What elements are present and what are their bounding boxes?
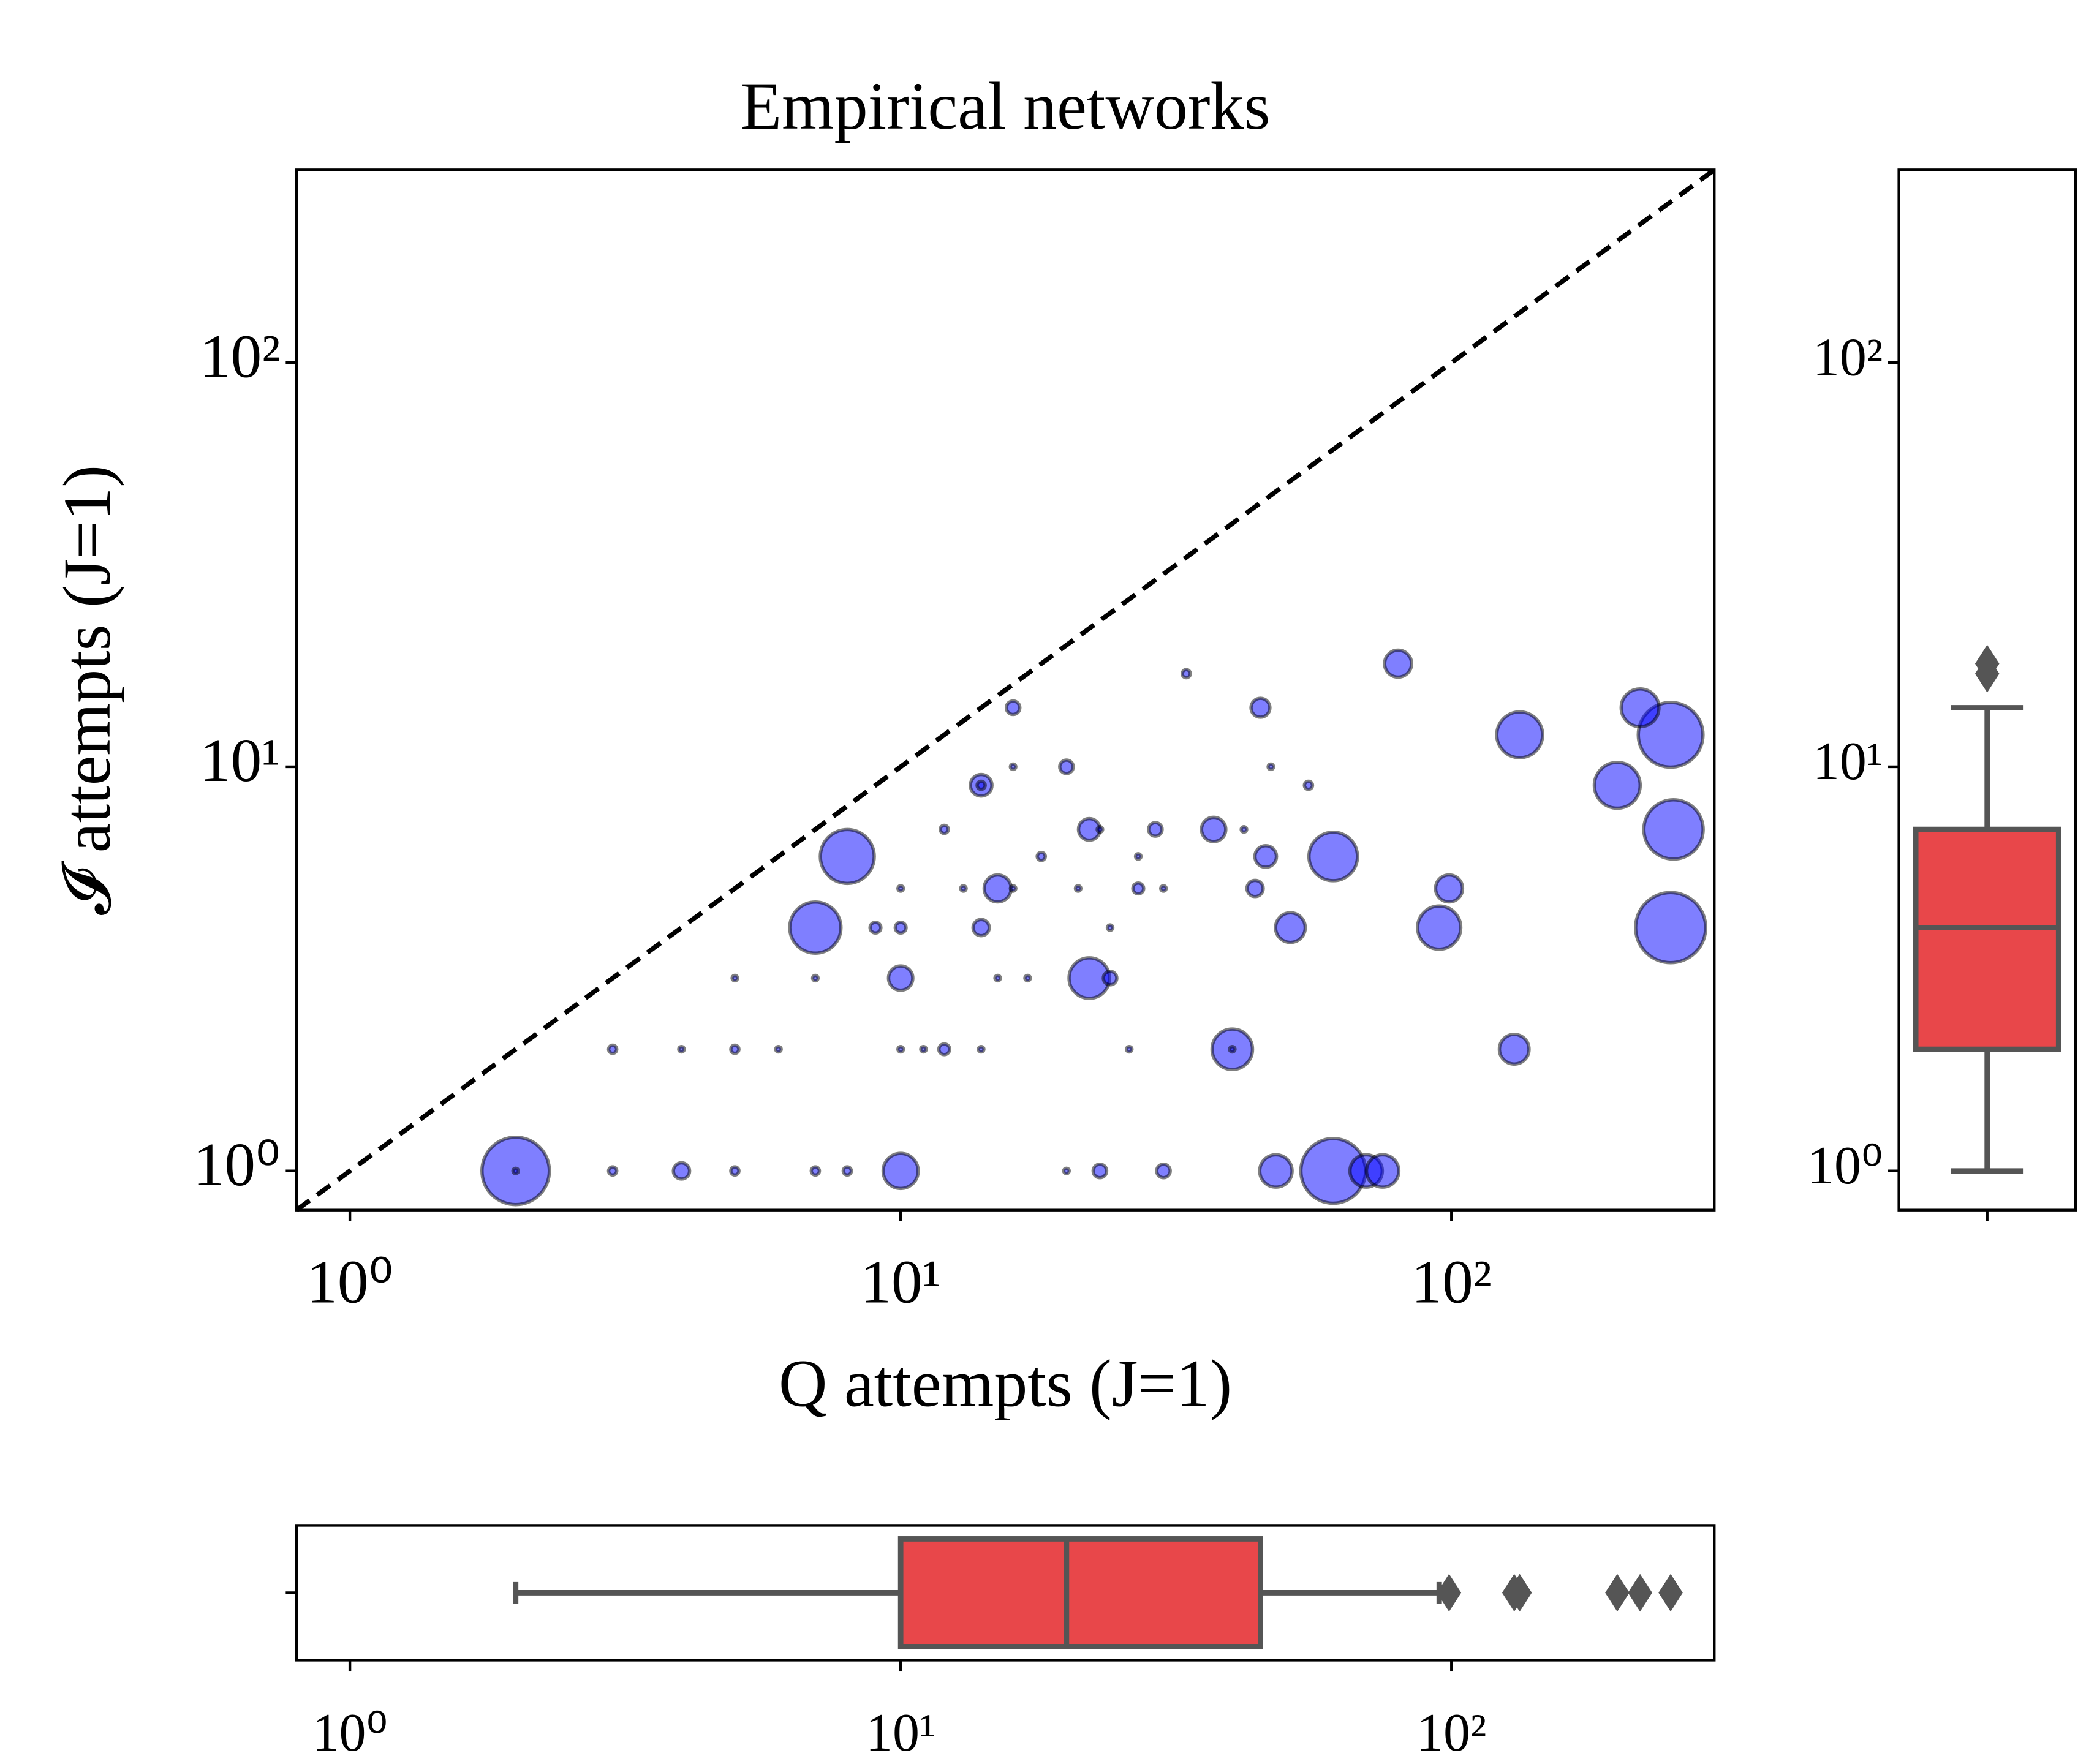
scatter-point [788,900,843,956]
scatter-point [1095,824,1105,834]
x-tick-label: 10² [1416,1703,1486,1763]
x-tick-label: 10¹ [860,1247,941,1316]
scatter-point [1364,1153,1401,1189]
y-tick-label: 10¹ [200,726,281,794]
scatter-point [1245,878,1265,899]
scatter-point [1181,668,1192,680]
flier [1437,1574,1462,1612]
scatter-point [1200,815,1228,843]
y-tick-label: 10² [200,322,281,390]
scatter-point [993,973,1002,983]
scatter-point [1133,852,1143,861]
scatter-point [841,1165,853,1177]
scatter-point [729,1043,741,1055]
scatter-point [1159,884,1168,893]
scatter-point [975,779,987,791]
scatter-point [893,920,908,935]
scatter-point [896,884,905,893]
box [1913,826,2061,1052]
flier [1628,1574,1652,1612]
scatter-point [1073,884,1083,893]
scatter-point [1125,1044,1134,1054]
scatter-point [1058,758,1075,775]
scatter-point [1383,648,1413,679]
scatter-point [1592,760,1642,810]
scatter-point [971,918,991,938]
x-tick-label: 10⁰ [306,1247,393,1316]
scatter-point [818,827,876,886]
y-tick-label: 10⁰ [194,1130,281,1199]
scatter-point [868,920,883,935]
scatter-point [1497,1033,1531,1066]
scatter-point [1266,762,1275,772]
scatter-point [774,1044,783,1054]
scatter-point [1258,1153,1294,1189]
scatter-point [896,1044,905,1054]
scatter-point [1023,973,1032,983]
x-tick-label: 10² [1411,1247,1492,1316]
scatter-point [677,1044,686,1054]
scatter-point [939,823,950,835]
scatter-point [1101,970,1119,987]
scatter-point [810,973,820,983]
scatter-point [606,1165,619,1177]
scatter-point [1008,762,1018,772]
plot-frame [295,168,1716,1212]
scatter-point [1155,1162,1172,1180]
scatter-point [881,1152,920,1191]
scatter-point [1004,699,1022,717]
scatter-point [886,964,915,992]
scatter-point [1302,779,1315,791]
scatter-point [982,873,1013,904]
scatter-point [1642,798,1705,861]
scatter-point [1495,710,1544,760]
scatter-point [1228,1044,1237,1054]
scatter-point [1249,696,1272,719]
x-tick-label: 10⁰ [312,1703,387,1763]
box [897,1536,1263,1649]
scatter-point [977,1044,986,1054]
flier [1974,644,2000,683]
scatter-point [1619,687,1661,729]
scatter-point [937,1042,951,1057]
flier [1507,1574,1532,1612]
scatter-point [1008,884,1018,893]
scatter-point [1105,923,1115,932]
scatter-point [1434,873,1465,904]
scatter-point [1091,1162,1109,1180]
chart-title: Empirical networks [741,69,1270,143]
scatter-point [1131,881,1146,896]
scatter-point [1062,1166,1071,1175]
scatter-point [671,1161,692,1181]
flier [1658,1574,1683,1612]
y-tick-label: 10² [1813,328,1883,387]
y-tick-label: 10⁰ [1807,1136,1883,1196]
scatter-point [511,1166,520,1175]
x-tick-label: 10¹ [866,1703,935,1763]
scatter-point [1634,891,1707,965]
scatter-point [809,1165,822,1177]
flier [1605,1574,1630,1612]
scatter-point [1416,904,1463,951]
scatter-point [729,1165,741,1177]
diagonal-line [295,168,1716,1212]
scatter-point [606,1043,619,1055]
scatter-point [1253,843,1279,869]
scatter-point [1307,830,1359,883]
scatter-point [730,973,739,983]
scatter-point [1035,850,1048,862]
scatter-point [1239,824,1249,834]
scatter-point [1274,911,1307,944]
y-axis-label: 𝓘 attempts (J=1) [50,465,124,915]
y-tick-label: 10¹ [1813,732,1883,791]
scatter-point [919,1044,928,1054]
x-axis-label: Q attempts (J=1) [779,1346,1232,1421]
scatter-point [1147,821,1164,838]
scatter-point [959,884,968,893]
